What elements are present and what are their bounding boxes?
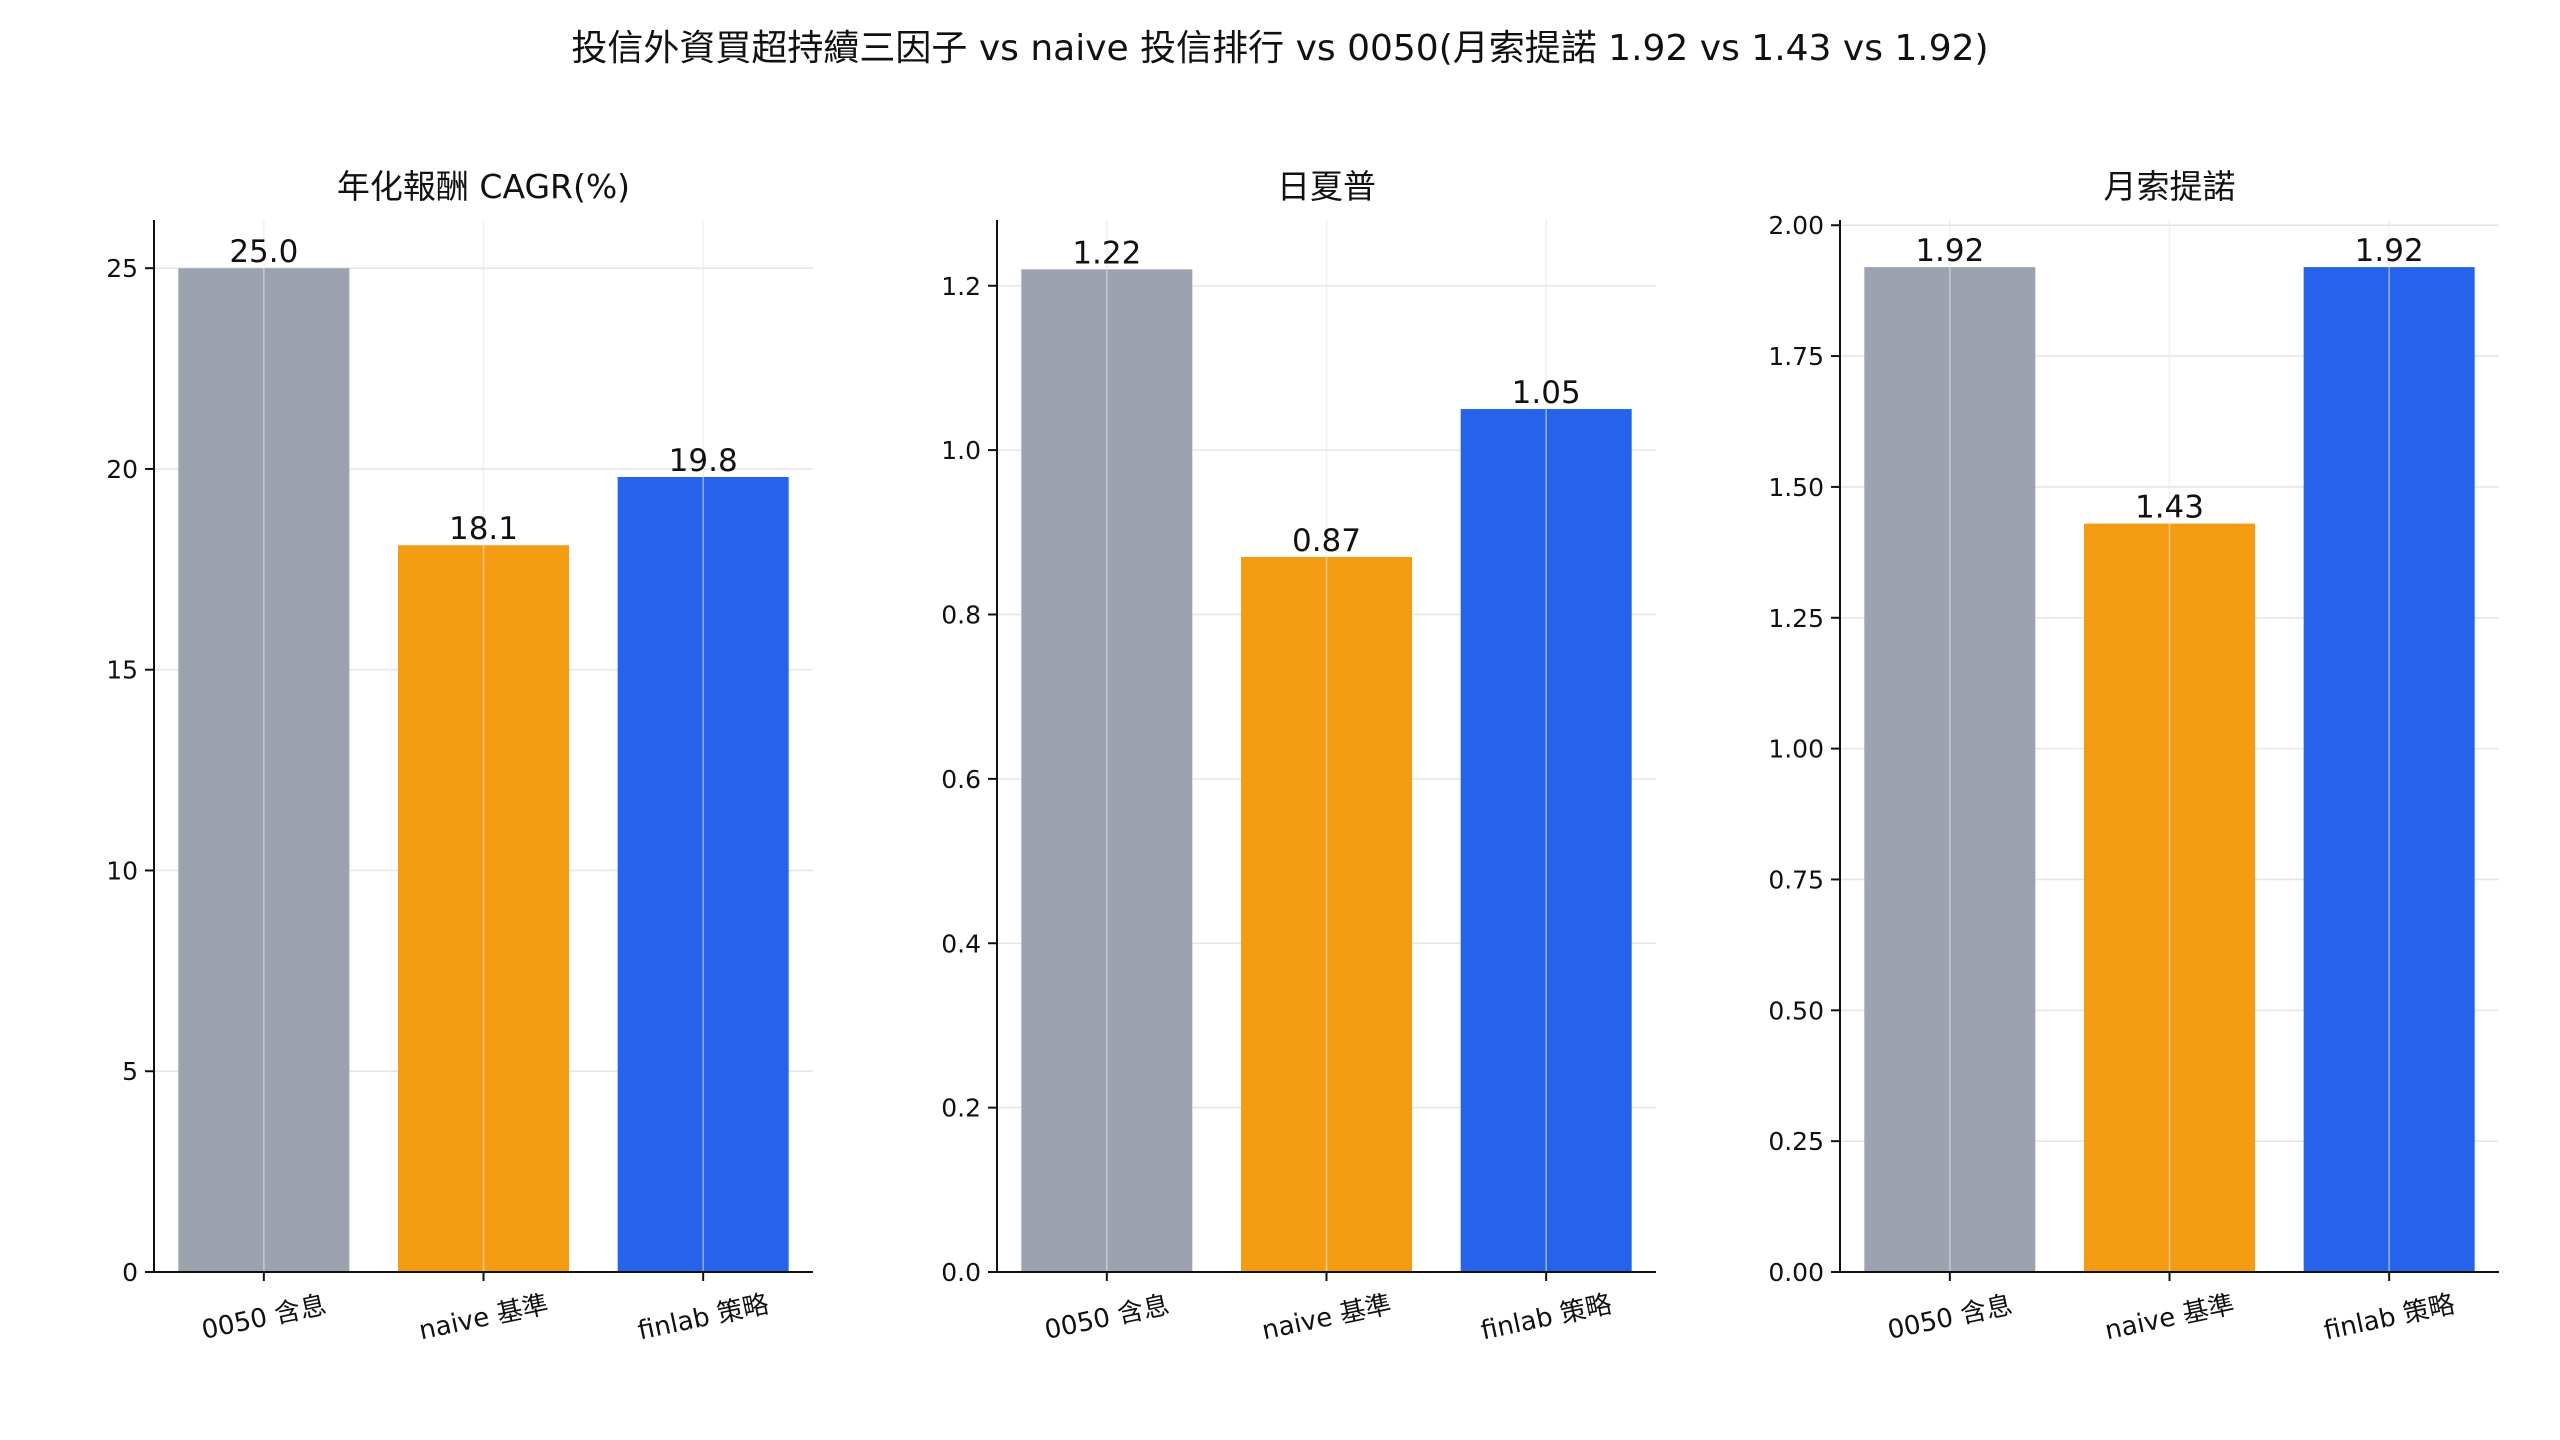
y-tick-label: 10	[106, 856, 138, 885]
bar-value-label: 19.8	[669, 443, 738, 479]
y-tick-label: 0.2	[941, 1094, 981, 1123]
y-tick-label: 1.0	[941, 436, 981, 465]
bar-value-label: 1.22	[1072, 235, 1141, 271]
chart-panel: 日夏普 1.22 0.87 1.05 0.0 0.2 0.4 0.6 0.8 1.0 1.2 0050…	[941, 167, 1656, 1346]
y-tick-label: 1.25	[1768, 604, 1824, 633]
bar-value-label: 18.1	[449, 511, 518, 547]
y-tick-label: 0	[122, 1258, 138, 1287]
bar-value-label: 1.92	[1915, 233, 1984, 269]
bar-value-label: 1.05	[1512, 375, 1581, 411]
bar-value-label: 1.92	[2355, 233, 2424, 269]
panel-title: 年化報酬 CAGR(%)	[337, 167, 630, 206]
y-tick-label: 0.4	[941, 929, 981, 958]
x-tick-label: naive 基準	[416, 1290, 551, 1347]
y-tick-label: 1.00	[1768, 735, 1824, 764]
y-tick-label: 0.50	[1768, 996, 1824, 1025]
chart-panel: 年化報酬 CAGR(%) 25.0 18.1 19.8 0 5 10 15 20 25 0050 含…	[106, 167, 813, 1346]
x-tick-label: finlab 策略	[635, 1290, 771, 1347]
y-tick-label: 2.00	[1768, 211, 1824, 240]
y-tick-label: 1.50	[1768, 473, 1824, 502]
bar-value-label: 25.0	[229, 234, 298, 270]
x-tick-label: 0050 含息	[1042, 1290, 1172, 1346]
y-tick-label: 25	[106, 254, 138, 283]
y-tick-label: 5	[122, 1057, 138, 1086]
y-tick-label: 1.2	[941, 272, 981, 301]
y-tick-label: 1.75	[1768, 342, 1824, 371]
panel-title: 月索提諾	[2104, 167, 2236, 206]
y-tick-label: 0.0	[941, 1258, 981, 1287]
y-tick-label: 0.00	[1768, 1258, 1824, 1287]
x-tick-label: naive 基準	[2102, 1290, 2237, 1347]
y-tick-label: 0.6	[941, 765, 981, 794]
x-tick-label: finlab 策略	[2321, 1290, 2457, 1347]
chart-panel: 月索提諾 1.92 1.43 1.92 0.00 0.25 0.50 0.75 1.00 1.25…	[1768, 167, 2499, 1346]
y-tick-label: 0.75	[1768, 865, 1824, 894]
y-tick-label: 0.25	[1768, 1127, 1824, 1156]
panel-title: 日夏普	[1277, 167, 1376, 206]
x-tick-label: finlab 策略	[1478, 1290, 1614, 1347]
y-tick-label: 20	[106, 455, 138, 484]
figure-title: 投信外資買超持續三因子 vs naive 投信排行 vs 0050(月索提諾 1…	[571, 28, 1988, 69]
x-tick-label: 0050 含息	[1885, 1290, 2015, 1346]
bar-value-label: 1.43	[2135, 490, 2204, 526]
bar-value-label: 0.87	[1292, 523, 1361, 559]
x-tick-label: 0050 含息	[199, 1290, 329, 1346]
y-tick-label: 0.8	[941, 601, 981, 630]
x-tick-label: naive 基準	[1259, 1290, 1394, 1347]
y-tick-label: 15	[106, 656, 138, 685]
